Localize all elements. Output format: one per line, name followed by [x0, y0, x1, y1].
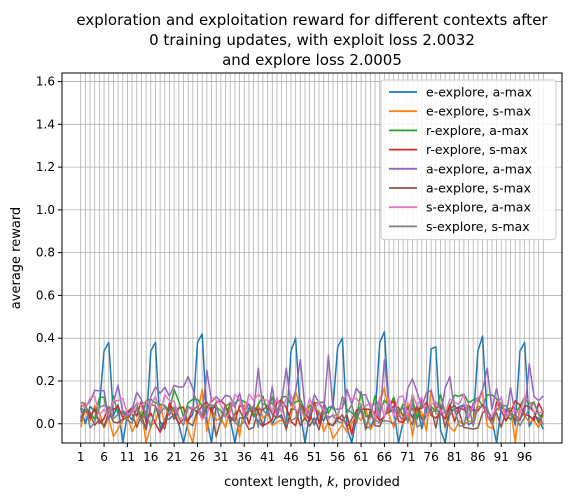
x-tick-label: 86	[470, 450, 485, 464]
x-tick-label: 1	[77, 450, 85, 464]
x-tick-label: 91	[494, 450, 509, 464]
legend-label: e-explore, a-max	[426, 85, 532, 100]
legend-label: r-explore, s-max	[426, 142, 528, 157]
y-tick-label: 0.4	[36, 331, 55, 345]
x-tick-label: 31	[213, 450, 228, 464]
x-tick-label: 61	[353, 450, 368, 464]
y-tick-label: 0.0	[36, 417, 55, 431]
y-tick-label: 0.2	[36, 374, 55, 388]
chart-title: exploration and exploitation reward for …	[76, 11, 548, 69]
plot-frame	[61, 72, 563, 444]
legend-box	[380, 79, 557, 241]
series-line	[80, 393, 544, 421]
title-line-1: exploration and exploitation reward for …	[76, 11, 548, 29]
legend-label: r-explore, a-max	[426, 123, 529, 138]
x-tick-label: 16	[143, 450, 158, 464]
legend: e-explore, a-max e-explore, s-max r-explor…	[380, 79, 557, 241]
x-tick-label: 46	[283, 450, 298, 464]
x-ticks: 1 6 11 16 21 26 31 36 41 46 51 56 61 66 71 76 81 86 91 96	[77, 443, 532, 464]
legend-label: a-explore, a-max	[426, 161, 532, 176]
y-tick-label: 1.2	[36, 160, 55, 174]
x-tick-label: 26	[190, 450, 205, 464]
y-axis-label: average reward	[9, 207, 24, 309]
x-tick-label: 11	[120, 450, 135, 464]
y-tick-label: 0.8	[36, 246, 55, 260]
series-lines	[79, 331, 545, 443]
legend-label: s-explore, s-max	[426, 219, 530, 234]
y-tick-label: 1.6	[36, 75, 55, 89]
grid	[62, 73, 562, 443]
x-tick-label: 36	[237, 450, 252, 464]
x-tick-label: 51	[307, 450, 322, 464]
y-tick-label: 1.4	[36, 117, 55, 131]
legend-label: a-explore, s-max	[426, 181, 531, 196]
x-tick-label: 81	[447, 450, 462, 464]
x-tick-label: 41	[260, 450, 275, 464]
x-tick-label: 76	[424, 450, 439, 464]
x-tick-label: 96	[517, 450, 532, 464]
x-axis-label: context length, k, provided	[224, 475, 400, 490]
title-line-3: and explore loss 2.0005	[222, 51, 402, 69]
y-ticks: 0.0 0.2 0.4 0.6 0.8 1.0 1.2 1.4 1.6	[36, 75, 62, 431]
legend-label: e-explore, s-max	[426, 104, 531, 119]
title-line-2: 0 training updates, with exploit loss 2.…	[149, 31, 475, 49]
series-line	[79, 403, 545, 438]
x-tick-label: 21	[167, 450, 182, 464]
series-line	[80, 401, 545, 429]
y-tick-label: 0.6	[36, 288, 55, 302]
x-tick-label: 66	[377, 450, 392, 464]
x-tick-label: 56	[330, 450, 345, 464]
x-tick-label: 71	[400, 450, 415, 464]
y-tick-label: 1.0	[36, 203, 55, 217]
legend-label: s-explore, a-max	[426, 200, 531, 215]
x-tick-label: 6	[100, 450, 108, 464]
